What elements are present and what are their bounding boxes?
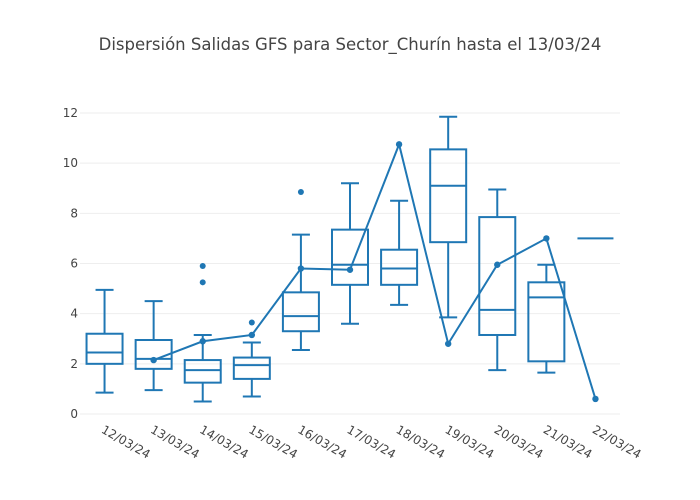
y-tick-label: 12	[63, 106, 78, 120]
box-iqr	[527, 281, 566, 363]
box-17/03/24	[331, 182, 369, 325]
line-point	[297, 265, 305, 272]
box-12/03/24	[85, 288, 124, 394]
box-16/03/24	[281, 233, 320, 352]
outlier-point	[248, 319, 255, 326]
box-iqr	[85, 332, 124, 365]
chart-title: Dispersión Salidas GFS para Sector_Churí…	[99, 35, 602, 55]
x-axis-ticks: 12/03/2413/03/2414/03/2415/03/2416/03/24…	[99, 422, 644, 461]
box-18/03/24	[380, 199, 419, 306]
x-tick-label: 18/03/24	[394, 422, 448, 461]
box-14/03/24	[183, 333, 222, 403]
outlier-point	[199, 279, 206, 286]
y-axis-ticks: 0 2 4 6 8 10 12	[63, 106, 78, 421]
line-path	[153, 141, 597, 400]
line-point	[444, 340, 452, 347]
box-19/03/24	[429, 115, 468, 319]
x-tick-label: 21/03/24	[541, 422, 595, 461]
x-tick-label: 14/03/24	[197, 422, 251, 461]
boxes	[85, 115, 614, 403]
y-tick-label: 10	[63, 156, 78, 170]
y-tick-label: 2	[70, 357, 78, 371]
x-tick-label: 20/03/24	[492, 422, 546, 461]
line-point	[592, 395, 599, 403]
box-21/03/24	[527, 263, 566, 374]
box-iqr	[478, 216, 517, 336]
x-tick-label: 19/03/24	[443, 422, 497, 461]
box-20/03/24	[478, 188, 517, 372]
outlier-point	[199, 263, 206, 270]
y-tick-label: 4	[70, 307, 78, 321]
y-tick-label: 6	[70, 257, 78, 271]
line-point	[346, 266, 354, 273]
line-point	[199, 338, 206, 345]
box-iqr	[232, 356, 271, 380]
box-iqr	[380, 248, 419, 286]
x-tick-label: 16/03/24	[295, 422, 349, 461]
x-tick-label: 15/03/24	[246, 422, 300, 461]
box-15/03/24	[232, 341, 271, 398]
line-point	[494, 261, 501, 268]
line-point	[543, 235, 550, 242]
box-iqr	[281, 291, 320, 333]
outlier-point	[297, 189, 304, 196]
y-tick-label: 8	[70, 206, 78, 220]
x-tick-label: 22/03/24	[590, 422, 644, 461]
x-tick-label: 17/03/24	[345, 422, 399, 461]
line-series	[150, 141, 599, 403]
line-point	[150, 356, 157, 364]
y-tick-label: 0	[70, 407, 78, 421]
x-tick-label: 13/03/24	[148, 422, 202, 461]
line-point	[395, 141, 403, 148]
box-13/03/24	[134, 300, 173, 392]
line-point	[248, 331, 256, 339]
x-tick-label: 12/03/24	[99, 422, 153, 461]
